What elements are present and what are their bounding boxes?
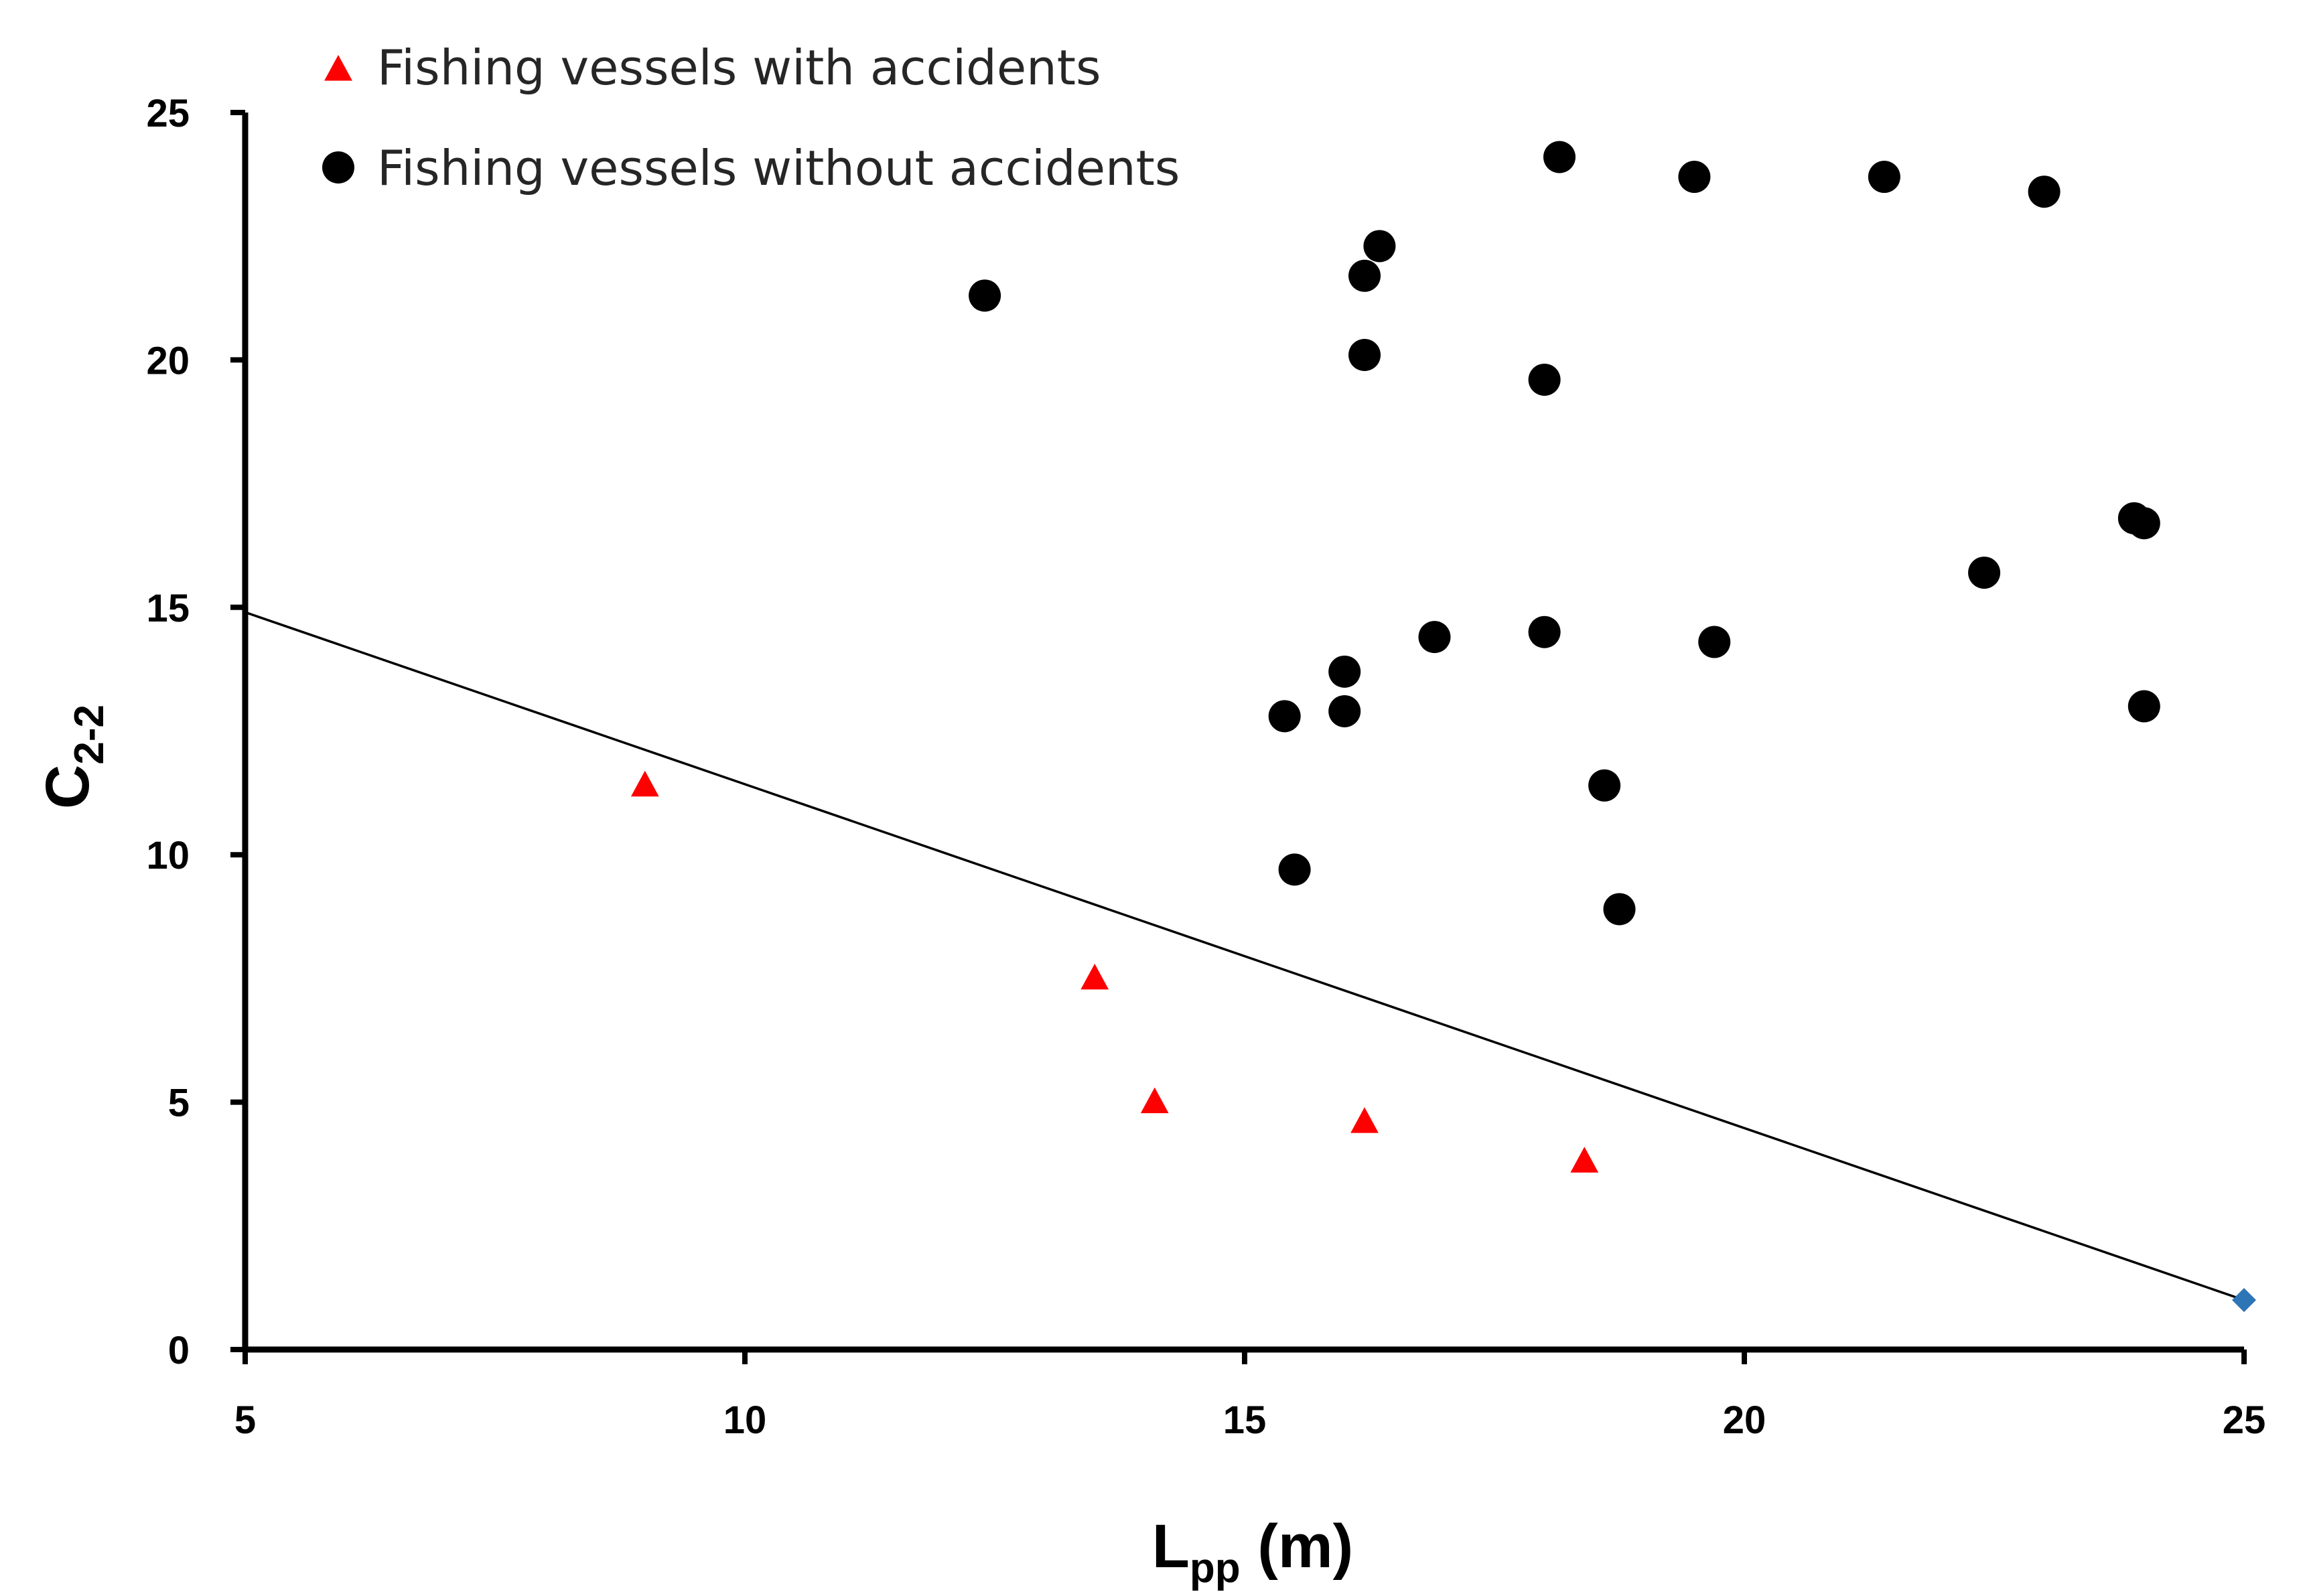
data-point-no-accident bbox=[969, 279, 1001, 312]
legend-label-no-accidents: Fishing vessels without accidents bbox=[377, 140, 1180, 196]
data-point-no-accident bbox=[2127, 507, 2160, 540]
data-point-accident bbox=[1350, 1107, 1379, 1133]
data-point-accident bbox=[1570, 1147, 1599, 1173]
data-point-no-accident bbox=[1328, 655, 1361, 688]
y-axis-title: C2-2 bbox=[33, 705, 113, 809]
threshold-line bbox=[245, 611, 2245, 1301]
data-point-no-accident bbox=[1528, 615, 1561, 648]
y-tick-label: 0 bbox=[168, 1329, 190, 1372]
data-point-no-accident bbox=[1348, 259, 1381, 292]
y-tick-label: 5 bbox=[168, 1082, 190, 1125]
data-point-accident bbox=[1080, 963, 1109, 990]
y-axis-ticks: 0 5 10 15 20 25 bbox=[146, 92, 245, 1372]
x-axis-title: Lpp (m) bbox=[1152, 1512, 1354, 1591]
data-point-no-accident bbox=[1968, 557, 2001, 589]
legend-label-accidents: Fishing vessels with accidents bbox=[377, 40, 1101, 96]
data-point-no-accident bbox=[1363, 230, 1396, 263]
legend-item-no-accidents: Fishing vessels without accidents bbox=[322, 140, 1180, 196]
data-point-no-accident bbox=[1543, 141, 1576, 173]
legend: Fishing vessels with accidents Fishing v… bbox=[322, 40, 1180, 196]
legend-item-accidents: Fishing vessels with accidents bbox=[324, 40, 1101, 96]
data-point-no-accident bbox=[1348, 339, 1381, 372]
data-point-no-accident bbox=[2127, 690, 2160, 723]
line-endpoint-marker bbox=[2232, 1288, 2256, 1313]
x-axis-title-sub: pp bbox=[1190, 1545, 1241, 1591]
axes bbox=[242, 113, 2244, 1353]
data-point-no-accident bbox=[1603, 893, 1636, 926]
data-point-no-accident bbox=[1328, 695, 1361, 727]
x-axis-ticks: 5 10 15 20 25 bbox=[234, 1350, 2265, 1442]
y-axis-title-main: C bbox=[33, 765, 102, 809]
data-point-no-accident bbox=[1868, 161, 1900, 194]
plot-area bbox=[245, 141, 2256, 1313]
y-tick-label: 10 bbox=[146, 834, 190, 877]
y-tick-label: 20 bbox=[146, 339, 190, 382]
x-tick-label: 25 bbox=[2223, 1398, 2266, 1442]
x-tick-label: 20 bbox=[1723, 1398, 1766, 1442]
data-point-no-accident bbox=[1678, 161, 1711, 194]
x-axis-title-rest: (m) bbox=[1241, 1512, 1354, 1581]
y-axis-title-sub: 2-2 bbox=[66, 705, 113, 765]
data-point-no-accident bbox=[1418, 621, 1451, 654]
data-point-accident bbox=[1140, 1087, 1169, 1114]
y-tick-label: 15 bbox=[146, 587, 190, 630]
legend-circle-marker bbox=[322, 151, 354, 184]
data-point-no-accident bbox=[1278, 853, 1311, 886]
data-point-no-accident bbox=[1698, 626, 1731, 658]
x-axis-title-main: L bbox=[1152, 1512, 1190, 1581]
data-point-accident bbox=[630, 770, 659, 797]
data-point-no-accident bbox=[1588, 769, 1621, 802]
legend-triangle-marker bbox=[324, 55, 352, 81]
x-tick-label: 5 bbox=[234, 1398, 256, 1442]
data-point-no-accident bbox=[1528, 363, 1561, 396]
x-tick-label: 10 bbox=[723, 1398, 767, 1442]
data-point-no-accident bbox=[1268, 700, 1301, 733]
y-tick-label: 25 bbox=[146, 92, 190, 135]
data-point-no-accident bbox=[2028, 175, 2061, 208]
x-tick-label: 15 bbox=[1223, 1398, 1267, 1442]
